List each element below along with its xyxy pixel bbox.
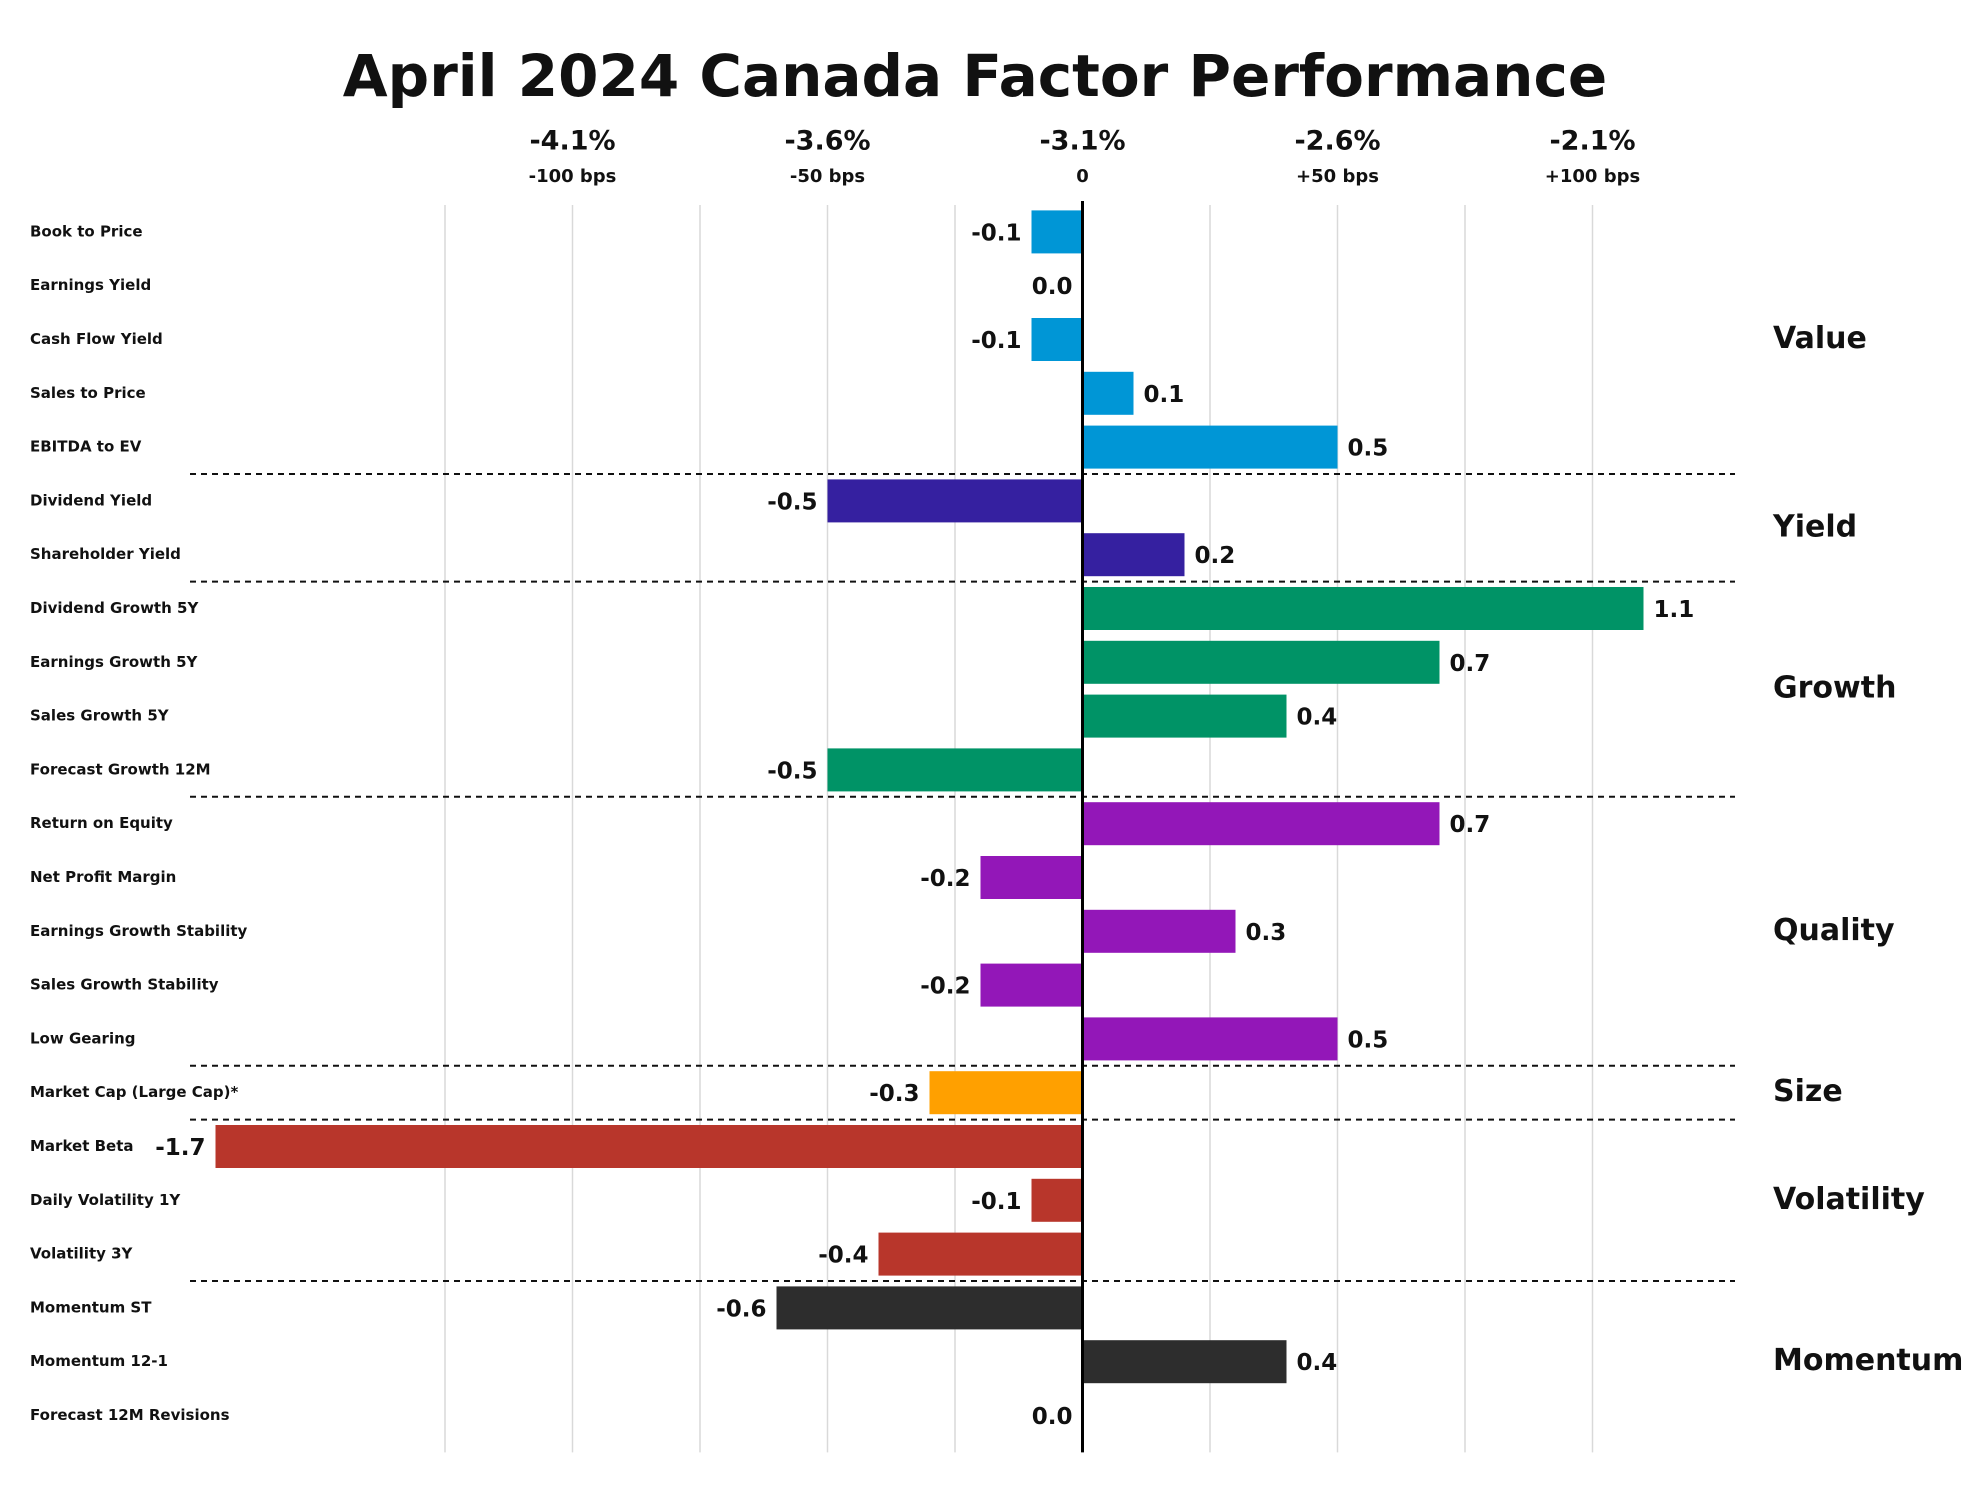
category-label: Momentum ST [30, 1298, 152, 1316]
x-tick-label: -3.1% [1039, 126, 1125, 157]
x-tick-label: -3.6% [784, 126, 870, 157]
value-label: -0.1 [971, 1189, 1021, 1215]
category-label: Sales Growth Stability [30, 976, 219, 994]
value-label: 0.5 [1348, 1027, 1389, 1053]
bar [215, 1125, 1083, 1168]
value-label: -0.5 [767, 489, 817, 515]
value-label: -0.1 [971, 328, 1021, 354]
category-label: Shareholder Yield [30, 545, 181, 563]
value-label: 0.7 [1450, 651, 1491, 677]
group-label: Volatility [1773, 1182, 1925, 1217]
value-label: 0.2 [1195, 543, 1236, 569]
category-label: EBITDA to EV [30, 438, 142, 456]
value-label: -0.3 [869, 1081, 919, 1107]
category-label: Earnings Growth Stability [30, 922, 248, 940]
bar [980, 856, 1083, 899]
group-label: Value [1773, 321, 1867, 356]
bar [1082, 1017, 1338, 1061]
x-tick-label: -2.1% [1549, 126, 1635, 157]
value-label: 0.0 [1032, 274, 1073, 300]
bar [827, 479, 1083, 523]
value-label: 0.7 [1450, 812, 1491, 838]
group-label: Quality [1773, 913, 1895, 948]
value-label: -0.5 [767, 758, 817, 784]
bar [878, 1232, 1083, 1276]
category-label: Earnings Growth 5Y [30, 653, 199, 671]
bar [1082, 909, 1236, 953]
bar [929, 1071, 1083, 1115]
value-label: 1.1 [1654, 597, 1695, 623]
category-label: Market Beta [30, 1137, 133, 1155]
value-label: -0.2 [920, 866, 970, 892]
bar [1082, 533, 1185, 577]
category-label: Dividend Yield [30, 491, 152, 509]
x-tick-sublabel: 0 [1076, 166, 1089, 187]
category-label: Forecast 12M Revisions [30, 1406, 230, 1424]
x-tick-sublabel: +50 bps [1296, 166, 1379, 187]
value-label: -0.4 [818, 1243, 868, 1269]
category-label: Low Gearing [30, 1029, 136, 1047]
bar [1031, 210, 1083, 254]
bar [1082, 587, 1644, 630]
group-label: Growth [1773, 671, 1896, 706]
value-label: -1.7 [155, 1135, 205, 1161]
value-label: 0.5 [1348, 436, 1389, 462]
bar [1031, 318, 1083, 361]
category-label: Dividend Growth 5Y [30, 599, 199, 617]
chart-title: April 2024 Canada Factor Performance [343, 42, 1607, 110]
bar [827, 748, 1083, 792]
category-label: Return on Equity [30, 814, 173, 832]
group-label: Momentum [1773, 1343, 1963, 1378]
x-tick-sublabel: -100 bps [529, 166, 617, 187]
category-label: Market Cap (Large Cap)* [30, 1083, 238, 1101]
category-label: Book to Price [30, 222, 143, 240]
x-tick-sublabel: +100 bps [1545, 166, 1640, 187]
group-label: Size [1773, 1074, 1843, 1109]
category-label: Volatility 3Y [30, 1245, 134, 1263]
bar [1082, 802, 1440, 846]
value-label: -0.2 [920, 974, 970, 1000]
value-label: 0.3 [1246, 920, 1287, 946]
bar [1031, 1178, 1083, 1222]
bar [1082, 640, 1440, 684]
category-label: Daily Volatility 1Y [30, 1191, 181, 1209]
bar [776, 1286, 1083, 1330]
bar [980, 963, 1083, 1007]
value-label: 0.4 [1297, 1350, 1338, 1376]
value-label: -0.1 [971, 220, 1021, 246]
category-label: Net Profit Margin [30, 868, 176, 886]
bar [1082, 1340, 1287, 1384]
category-label: Cash Flow Yield [30, 330, 163, 348]
category-label: Forecast Growth 12M [30, 760, 211, 778]
category-label: Momentum 12-1 [30, 1352, 168, 1370]
x-tick-label: -2.6% [1294, 126, 1380, 157]
bar [1082, 371, 1134, 415]
value-label: -0.6 [716, 1296, 766, 1322]
value-label: 0.1 [1144, 382, 1185, 408]
bar [1082, 425, 1338, 469]
x-tick-label: -4.1% [529, 126, 615, 157]
bar [1082, 694, 1287, 738]
group-label: Yield [1772, 509, 1857, 544]
value-label: 0.4 [1297, 705, 1338, 731]
x-tick-sublabel: -50 bps [790, 166, 865, 187]
category-label: Earnings Yield [30, 276, 151, 294]
category-label: Sales to Price [30, 384, 146, 402]
value-label: 0.0 [1032, 1404, 1073, 1430]
category-label: Sales Growth 5Y [30, 707, 170, 725]
